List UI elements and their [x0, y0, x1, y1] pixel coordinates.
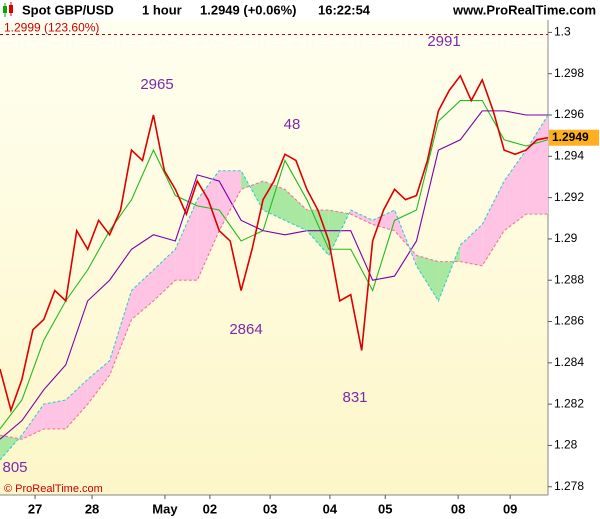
- cloud-segment: [460, 224, 483, 266]
- annotation: 48: [284, 116, 301, 133]
- time: 16:22:54: [318, 2, 371, 17]
- y-tick-label: 1.29: [554, 231, 578, 245]
- y-tick-label: 1.292: [554, 190, 584, 204]
- indicator-line: [0, 99, 549, 430]
- cloud-segment: [65, 379, 88, 429]
- x-tick-label: May: [152, 501, 178, 516]
- interval: 1 hour: [142, 2, 182, 17]
- source: www.ProRealTime.com: [452, 2, 596, 17]
- x-tick-label: 08: [451, 501, 465, 516]
- x-tick-label: 05: [378, 501, 392, 516]
- cloud-segment: [153, 249, 176, 301]
- title: Spot GBP/USD: [22, 2, 114, 17]
- cloud-segment: [197, 170, 220, 281]
- annotation: 2864: [229, 321, 262, 338]
- cloud-segment: [175, 199, 198, 281]
- y-tick-label: 1.286: [554, 314, 584, 328]
- y-tick-label: 1.28: [554, 438, 578, 452]
- level-label: 1.2999 (123.60%): [4, 21, 99, 35]
- cloud-segment: [109, 290, 132, 376]
- x-tick-label: 04: [323, 501, 338, 516]
- x-tick-label: 27: [28, 501, 42, 516]
- y-tick-label: 1.3: [554, 25, 571, 39]
- annotation: 2965: [140, 76, 173, 93]
- price-line: [0, 74, 549, 414]
- icon: [3, 2, 13, 17]
- y-tick-label: 1.298: [554, 66, 584, 80]
- y-tick-label: 1.294: [554, 148, 584, 162]
- cloud-segment: [43, 400, 66, 429]
- y-tick-label: 1.296: [554, 107, 584, 121]
- x-tick-label: 28: [85, 501, 99, 516]
- y-tick-label: 1.288: [554, 272, 584, 286]
- footer: © ProRealTime.com: [4, 483, 103, 495]
- cloud-segment: [416, 255, 439, 301]
- cloud-segment: [21, 404, 44, 440]
- quote: 1.2949 (+0.06%): [200, 2, 296, 17]
- indicator-line: [0, 180, 548, 440]
- x-tick-label: 03: [263, 501, 277, 516]
- annotation: 805: [2, 459, 27, 476]
- x-tick-label: 02: [203, 501, 217, 516]
- cloud-segment: [284, 189, 307, 231]
- y-tick-label: 1.278: [554, 479, 584, 493]
- cloud-segment: [504, 150, 527, 231]
- cloud-segment: [350, 210, 373, 225]
- annotation: 2991: [427, 33, 460, 50]
- price-tag: [549, 129, 599, 146]
- indicator-line: [0, 110, 548, 440]
- y-tick-label: 1.282: [554, 396, 584, 410]
- cloud-segment: [131, 269, 154, 320]
- x-tick-label: 09: [503, 501, 517, 516]
- cloud-segment: [87, 360, 110, 405]
- cloud-segment: [526, 115, 548, 215]
- cloud-segment: [482, 181, 505, 266]
- price-tag-label: 1.2949: [552, 130, 589, 144]
- annotation: 831: [342, 389, 367, 406]
- y-tick-label: 1.284: [554, 355, 584, 369]
- indicator-line: [0, 114, 549, 461]
- cloud-segment: [306, 210, 329, 256]
